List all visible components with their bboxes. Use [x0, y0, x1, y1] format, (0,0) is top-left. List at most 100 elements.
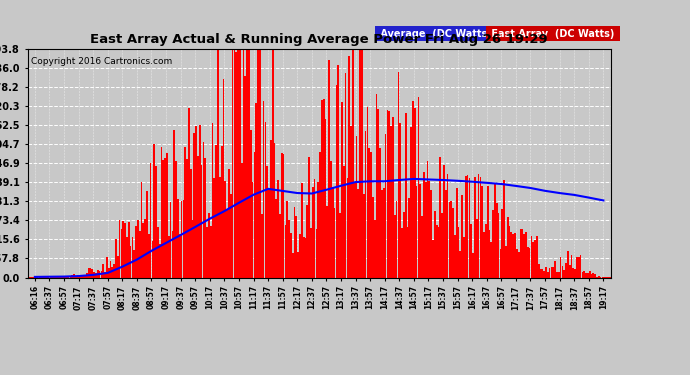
Bar [314, 178, 315, 278]
Bar [436, 225, 437, 278]
Bar [525, 232, 526, 278]
Bar [97, 270, 99, 278]
Bar [587, 273, 589, 278]
Bar [377, 109, 380, 278]
Bar [142, 223, 144, 278]
Bar [272, 3, 273, 278]
Bar [591, 274, 593, 278]
Bar [609, 277, 611, 278]
Bar [372, 197, 374, 278]
Bar [261, 214, 263, 278]
Bar [303, 237, 304, 278]
Bar [30, 277, 31, 278]
Bar [179, 234, 181, 278]
Bar [500, 249, 501, 278]
Bar [540, 269, 542, 278]
Bar [77, 275, 79, 278]
Bar [480, 177, 481, 278]
Bar [232, 0, 233, 278]
Bar [403, 212, 405, 278]
Bar [301, 183, 303, 278]
Bar [93, 272, 95, 278]
Bar [431, 190, 432, 278]
Bar [485, 224, 486, 278]
Bar [502, 209, 503, 278]
Bar [571, 255, 572, 278]
Bar [44, 277, 46, 278]
Bar [554, 261, 556, 278]
Bar [428, 181, 431, 278]
Bar [357, 189, 359, 278]
Bar [270, 140, 272, 278]
Bar [99, 272, 101, 278]
Bar [573, 268, 574, 278]
Bar [567, 251, 569, 278]
Bar [84, 276, 86, 278]
Bar [343, 166, 344, 278]
Bar [308, 157, 310, 278]
Text: Average  (DC Watts): Average (DC Watts) [377, 29, 495, 39]
Bar [102, 264, 104, 278]
Bar [361, 13, 363, 278]
Bar [482, 186, 483, 278]
Bar [589, 272, 591, 278]
Bar [224, 181, 226, 278]
Bar [312, 187, 314, 278]
Bar [186, 159, 188, 278]
Bar [380, 147, 381, 278]
Bar [345, 73, 346, 278]
Bar [197, 156, 199, 278]
Bar [155, 166, 157, 278]
Bar [250, 130, 252, 278]
Bar [375, 94, 377, 278]
Bar [491, 242, 492, 278]
Bar [168, 236, 170, 278]
Bar [33, 277, 34, 278]
Bar [421, 216, 423, 278]
Bar [545, 267, 547, 278]
Bar [299, 234, 301, 278]
Bar [569, 265, 571, 278]
Bar [328, 60, 330, 278]
Bar [533, 242, 534, 278]
Bar [263, 100, 264, 278]
Bar [582, 272, 583, 278]
Bar [527, 247, 529, 278]
Bar [440, 157, 441, 278]
Bar [365, 131, 366, 278]
Bar [212, 123, 213, 278]
Bar [70, 277, 71, 278]
Bar [88, 268, 90, 278]
Bar [161, 147, 162, 278]
Bar [509, 225, 511, 278]
Bar [432, 240, 434, 278]
Bar [152, 241, 153, 278]
Bar [463, 237, 465, 278]
Bar [417, 97, 420, 278]
Bar [130, 246, 131, 278]
Bar [315, 229, 317, 278]
Bar [456, 188, 457, 278]
Bar [295, 216, 297, 278]
Bar [578, 257, 580, 278]
Bar [538, 264, 540, 278]
Bar [400, 123, 401, 278]
Bar [494, 184, 496, 278]
Bar [146, 191, 148, 278]
Bar [55, 277, 57, 278]
Bar [392, 117, 394, 278]
Bar [228, 169, 230, 278]
Bar [46, 277, 48, 278]
Bar [487, 186, 489, 278]
Bar [350, 126, 352, 278]
Bar [173, 130, 175, 278]
Bar [73, 274, 75, 278]
Bar [215, 145, 217, 278]
Bar [551, 267, 552, 278]
Bar [574, 269, 576, 278]
Bar [585, 273, 587, 278]
Bar [159, 244, 161, 278]
Bar [330, 161, 332, 278]
Bar [352, 0, 354, 278]
Bar [166, 153, 168, 278]
